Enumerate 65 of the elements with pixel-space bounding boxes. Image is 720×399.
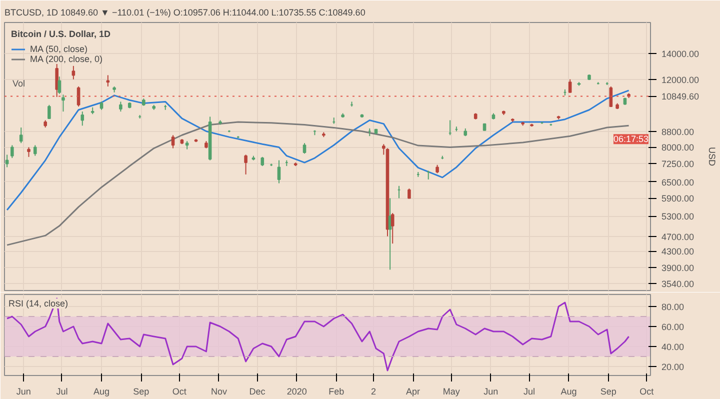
candlestick xyxy=(48,104,51,119)
candlestick xyxy=(27,146,30,158)
y-axis-title: USD xyxy=(707,147,718,166)
x-tick-label: Jun xyxy=(484,386,498,396)
x-tick-label: Sep xyxy=(600,386,616,396)
y-tick-label: 7250.00 xyxy=(662,159,694,170)
y-tick-label: 6500.00 xyxy=(662,177,694,188)
x-tick-label: Aug xyxy=(94,386,110,396)
x-tick-label: 2 xyxy=(370,386,376,396)
x-tick-label: Dec xyxy=(249,386,266,396)
x-tick-label: Oct xyxy=(640,386,654,396)
candlestick xyxy=(72,65,76,80)
y-tick-label: 4700.00 xyxy=(662,232,694,242)
candlestick xyxy=(80,111,84,126)
x-tick-label: Jun xyxy=(16,386,31,396)
y-tick-label: 14000.00 xyxy=(662,49,700,60)
y-tick-label: 8000.00 xyxy=(662,142,694,153)
y-tick-label: 3900.00 xyxy=(662,263,694,274)
text: Bitcoin / U.S. Dollar, 1D xyxy=(11,29,111,39)
x-tick-label: Feb xyxy=(328,386,344,396)
candlestick xyxy=(568,78,572,93)
candlestick xyxy=(106,74,110,87)
candlestick xyxy=(62,94,65,112)
y-tick-label: 20.00 xyxy=(662,362,684,372)
candlestick xyxy=(10,144,14,159)
x-tick-label: Sep xyxy=(133,386,150,396)
y-tick-label: 12000.00 xyxy=(662,74,700,85)
y-tick-label: 5300.00 xyxy=(662,212,694,222)
chart-title: RSI (14, close) xyxy=(8,298,68,308)
candlestick xyxy=(119,101,122,112)
annotation: 06:17:53 xyxy=(613,134,649,144)
candlestick xyxy=(58,76,62,94)
x-tick-label: Apr xyxy=(406,386,420,396)
chart-subtitle: BTCUSD, 1D 10849.60 ▼ −110.01 (−1%) O:10957.06 H:11044.00 L:10735.55 C:10849.60 xyxy=(4,8,366,18)
line-series xyxy=(6,298,630,372)
y-tick-label: 40.00 xyxy=(662,342,684,352)
legend-label: MA (50, close) xyxy=(30,44,88,54)
x-tick-label: May xyxy=(442,386,460,396)
x-tick-label: Aug xyxy=(560,386,577,396)
x-tick-label: 2020 xyxy=(286,386,307,396)
ref-line-label: 10849.60 xyxy=(662,92,700,102)
candlestick xyxy=(55,64,58,98)
y-tick-label: 60.00 xyxy=(662,322,684,332)
candlestick xyxy=(302,142,306,154)
candlestick xyxy=(260,156,264,167)
x-tick-label: Oct xyxy=(172,386,187,396)
candlestick xyxy=(244,154,248,175)
annotation: Vol xyxy=(12,78,26,88)
candlestick xyxy=(277,160,281,184)
candlestick xyxy=(171,134,175,149)
legend-label: MA (200, close, 0) xyxy=(30,54,103,64)
x-tick-label: Nov xyxy=(210,386,228,396)
candlestick xyxy=(76,86,80,108)
candlestick xyxy=(19,127,23,144)
x-tick-label: Jul xyxy=(56,386,68,396)
candlestick xyxy=(33,144,37,156)
y-tick-label: 3540.00 xyxy=(662,279,694,290)
candlestick xyxy=(390,212,394,244)
candlestick xyxy=(408,188,411,199)
x-tick-label: Jul xyxy=(523,386,535,396)
y-tick-label: 8800.00 xyxy=(662,126,694,137)
candlestick xyxy=(382,144,386,156)
y-tick-label: 5900.00 xyxy=(662,194,694,204)
y-tick-label: 4300.00 xyxy=(662,246,694,257)
y-tick-label: 80.00 xyxy=(662,302,684,312)
